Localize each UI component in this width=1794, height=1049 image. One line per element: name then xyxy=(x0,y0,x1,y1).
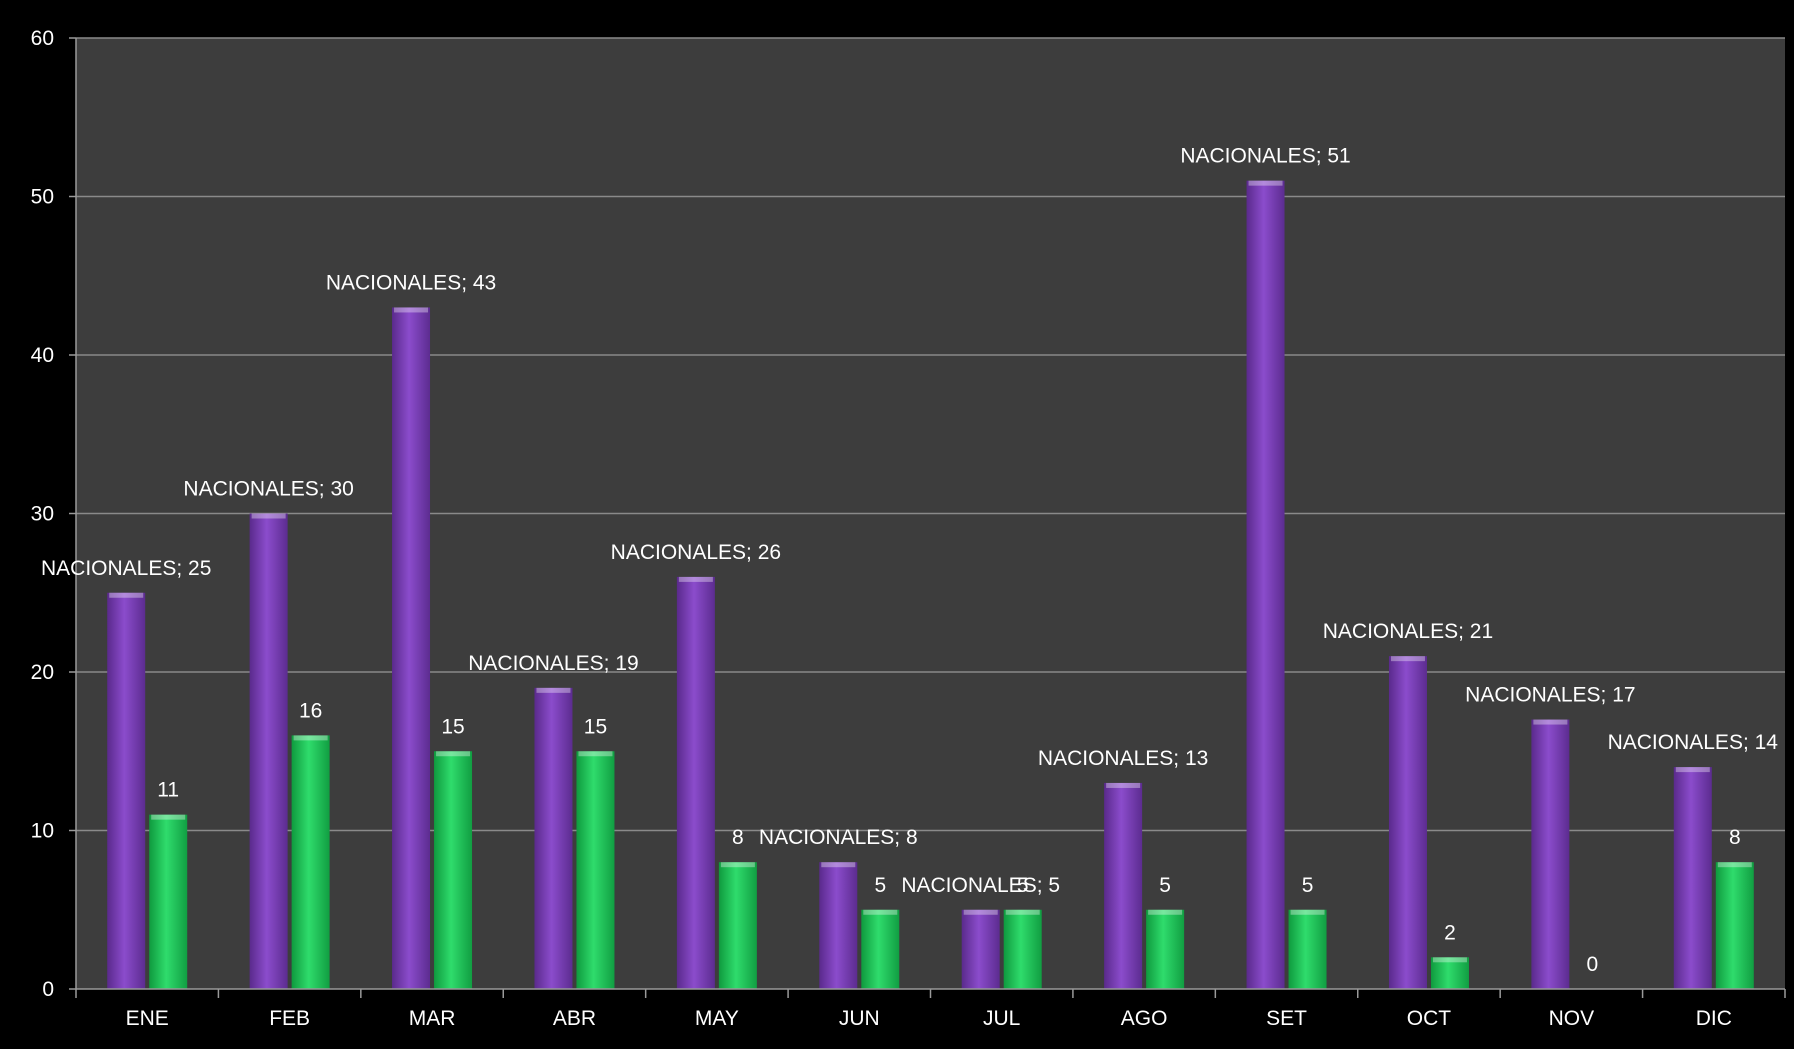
bar-bevel xyxy=(536,687,571,693)
y-tick-label: 10 xyxy=(31,820,54,843)
data-label: NACIONALES; 25 xyxy=(41,557,211,580)
x-tick-label: MAR xyxy=(409,1007,456,1030)
bar-nacionales xyxy=(1673,767,1712,989)
x-tick-label: JUN xyxy=(839,1007,880,1030)
bar-series-2 xyxy=(718,862,757,989)
y-tick-label: 60 xyxy=(31,27,54,50)
data-label: 5 xyxy=(874,874,886,897)
y-tick-label: 0 xyxy=(42,978,54,1001)
bars xyxy=(107,180,1754,989)
data-label: 5 xyxy=(1017,874,1029,897)
data-label: NACIONALES; 26 xyxy=(611,541,781,564)
bar-bevel xyxy=(821,862,856,868)
bar-nacionales xyxy=(107,592,146,989)
data-label: 5 xyxy=(1159,874,1171,897)
bar-bevel xyxy=(1432,957,1467,963)
bar-series-2 xyxy=(1430,957,1469,989)
bar-nacionales xyxy=(1104,782,1143,989)
bar-nacionales xyxy=(1388,656,1427,989)
bar-bevel xyxy=(1290,909,1325,915)
x-tick-label: MAY xyxy=(695,1007,739,1030)
bar-bevel xyxy=(863,909,898,915)
data-label: NACIONALES; 43 xyxy=(326,271,496,294)
bar-bevel xyxy=(1717,862,1752,868)
x-tick-label: OCT xyxy=(1407,1007,1452,1030)
bar-bevel xyxy=(963,909,998,915)
bar-bevel xyxy=(1390,656,1425,662)
bar-bevel xyxy=(251,513,286,519)
bar-bevel xyxy=(578,751,613,757)
data-label: NACIONALES; 51 xyxy=(1180,145,1350,168)
bar-bevel xyxy=(720,862,755,868)
data-label: 11 xyxy=(157,779,179,802)
bar-bevel xyxy=(151,814,186,820)
y-tick-label: 50 xyxy=(31,186,54,209)
x-tick-label: DIC xyxy=(1696,1007,1732,1030)
bar-bevel xyxy=(1248,180,1283,186)
data-labels: NACIONALES; 25 NACIONALES; 30 NACIONALES; … xyxy=(41,145,1778,976)
bar-nacionales xyxy=(961,909,1000,989)
data-label: 15 xyxy=(584,715,607,738)
data-label: 5 xyxy=(1302,874,1314,897)
x-tick-label: JUL xyxy=(983,1007,1020,1030)
bar-series-2 xyxy=(861,909,900,989)
bar-bevel xyxy=(1005,909,1040,915)
y-tick-label: 20 xyxy=(31,661,54,684)
bar-nacionales xyxy=(534,687,573,989)
bar-series-2 xyxy=(434,751,473,989)
bar-series-2 xyxy=(576,751,615,989)
data-label: 15 xyxy=(441,715,464,738)
data-label: 8 xyxy=(732,826,744,849)
data-label: NACIONALES; 21 xyxy=(1323,620,1493,643)
bar-series-2 xyxy=(291,735,330,989)
x-tick-label: ABR xyxy=(553,1007,596,1030)
bar-bevel xyxy=(436,751,471,757)
x-tick-label: NOV xyxy=(1549,1007,1595,1030)
x-tick-label: SET xyxy=(1266,1007,1307,1030)
y-tick-label: 30 xyxy=(31,503,54,526)
bar-nacionales xyxy=(249,513,288,989)
bar-series-2 xyxy=(149,814,188,989)
bar-bevel xyxy=(293,735,328,741)
x-tick-label: ENE xyxy=(126,1007,169,1030)
x-tick-label: AGO xyxy=(1121,1007,1168,1030)
bar-nacionales xyxy=(392,307,431,989)
bar-bevel xyxy=(109,592,144,598)
data-label: NACIONALES; 13 xyxy=(1038,747,1208,770)
bar-series-2 xyxy=(1003,909,1042,989)
x-tick-label: FEB xyxy=(269,1007,310,1030)
bar-nacionales xyxy=(1246,180,1285,989)
bar-series-2 xyxy=(1715,862,1754,989)
bar-series-2 xyxy=(1146,909,1185,989)
bar-bevel xyxy=(394,307,429,313)
data-label: NACIONALES; 17 xyxy=(1465,684,1635,707)
data-label: 2 xyxy=(1444,921,1456,944)
data-label: 0 xyxy=(1587,953,1599,976)
data-label: NACIONALES; 8 xyxy=(759,826,918,849)
data-label: NACIONALES; 19 xyxy=(468,652,638,675)
bar-nacionales xyxy=(676,576,715,989)
data-label: NACIONALES; 14 xyxy=(1608,731,1779,754)
bar-bevel xyxy=(678,576,713,582)
bar-bevel xyxy=(1533,719,1568,725)
gridlines xyxy=(76,37,1785,832)
y-tick-label: 40 xyxy=(31,344,54,367)
data-label: 16 xyxy=(299,699,322,722)
bar-series-2 xyxy=(1288,909,1327,989)
data-label: NACIONALES; 5 xyxy=(901,874,1060,897)
bar-nacionales xyxy=(819,862,858,989)
bar-bevel xyxy=(1675,767,1710,773)
bar-bevel xyxy=(1148,909,1183,915)
data-label: NACIONALES; 30 xyxy=(183,478,353,501)
bar-nacionales xyxy=(1531,719,1570,989)
bar-bevel xyxy=(1106,782,1141,788)
data-label: 8 xyxy=(1729,826,1741,849)
